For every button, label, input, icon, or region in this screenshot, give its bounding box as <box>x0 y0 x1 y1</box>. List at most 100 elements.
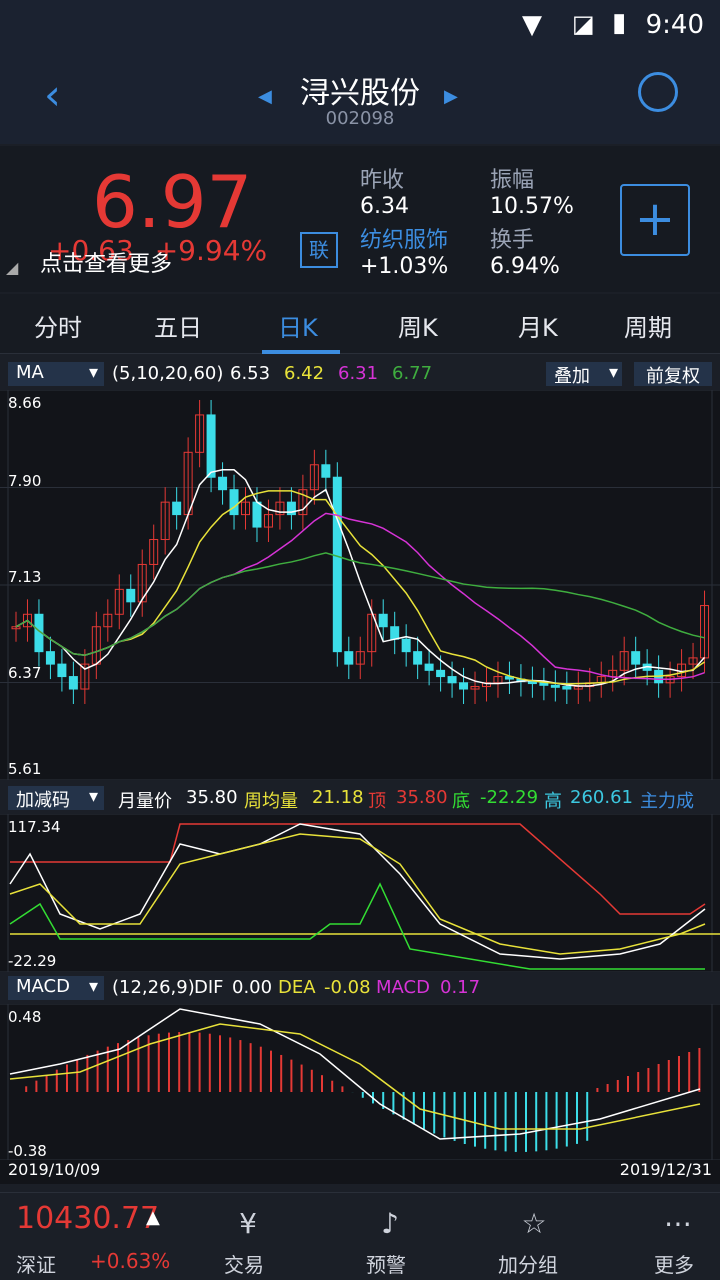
amplitude-label: 振幅 <box>490 168 535 193</box>
chevron-down-icon: ▾ <box>88 976 98 997</box>
tab-intraday[interactable]: 分时 <box>34 314 82 342</box>
search-icon[interactable] <box>638 72 678 112</box>
more-icon[interactable]: ⋯ <box>664 1207 692 1240</box>
nav-alert[interactable]: 预警 <box>366 1253 406 1277</box>
star-icon[interactable]: ☆ <box>521 1207 547 1240</box>
ma60-value: 6.77 <box>392 363 433 384</box>
ind2-v3: 35.80 <box>396 787 448 808</box>
nav-trade[interactable]: 交易 <box>224 1253 264 1277</box>
ma-params: (5,10,20,60) <box>112 363 224 384</box>
nav-more[interactable]: 更多 <box>654 1253 694 1277</box>
index-change: +0.63% <box>90 1249 171 1273</box>
see-more-hint[interactable]: 点击查看更多 <box>40 252 173 277</box>
ind2-v4: -22.29 <box>480 787 539 808</box>
up-arrow-icon: ▲ <box>146 1207 160 1228</box>
date-end: 2019/12/31 <box>619 1160 712 1179</box>
ind2-axis-top: 117.34 <box>8 818 61 836</box>
indicator2-bar: 加减码 ▾ 月量价 35.80 周均量 21.18 顶 35.80 底 -22.2… <box>0 784 720 812</box>
prev-stock-icon[interactable]: ◀ <box>258 86 272 107</box>
next-stock-icon[interactable]: ▶ <box>444 86 458 107</box>
stock-title: 浔兴股份 <box>300 76 420 111</box>
date-start: 2019/10/09 <box>8 1160 101 1179</box>
bell-icon[interactable]: ♪ <box>381 1207 399 1240</box>
quote-panel[interactable]: 6.97 +0.63 +9.94% 点击查看更多 ◢ 联 昨收 6.34 纺织服… <box>0 146 720 292</box>
ind2-v2: 21.18 <box>312 787 364 808</box>
corner-icon: ◢ <box>6 258 19 277</box>
ind2-label5: 高 <box>544 791 562 812</box>
amplitude-value: 10.57% <box>490 194 574 219</box>
chevron-down-icon: ▾ <box>88 786 98 807</box>
adjust-button[interactable]: 前复权 <box>634 362 712 387</box>
price-change: +0.63 +9.94% <box>48 234 267 267</box>
indicator2-label: 加减码 <box>16 790 70 811</box>
wifi-icon: ▼ <box>522 10 542 40</box>
date-axis: 2019/10/09 2019/12/31 <box>0 1160 720 1184</box>
macd-chart[interactable]: 0.48 -0.38 <box>0 1003 720 1161</box>
ind2-v1: 35.80 <box>186 787 238 808</box>
macd-selector[interactable]: MACD ▾ <box>8 976 104 1000</box>
trade-icon[interactable]: ¥ <box>239 1207 257 1240</box>
kline-axis-bottom: 5.61 <box>8 760 42 778</box>
tab-weekly-k[interactable]: 周K <box>398 314 438 342</box>
signal-icon: ◪ <box>572 10 595 38</box>
indicator2-selector[interactable]: 加减码 ▾ <box>8 786 104 811</box>
ma10-value: 6.42 <box>284 363 325 384</box>
ind2-label4: 底 <box>452 791 470 812</box>
ma-bar: MA ▾ (5,10,20,60) 6.53 6.42 6.31 6.77 叠加 ▾… <box>0 360 720 388</box>
ind2-label6: 主力成 <box>640 791 694 812</box>
chevron-down-icon: ▾ <box>88 362 98 383</box>
macd-axis-top: 0.48 <box>8 1008 42 1026</box>
indicator2-svg <box>0 813 720 973</box>
overlay-button[interactable]: 叠加 ▾ <box>546 362 622 387</box>
indicator2-chart[interactable]: 117.34 -22.29 <box>0 813 720 973</box>
status-time: 9:40 <box>645 10 704 40</box>
dea-value: -0.08 <box>324 977 371 998</box>
macd-value: 0.17 <box>440 977 481 998</box>
dif-label: DIF <box>194 977 224 998</box>
ind2-label3: 顶 <box>368 791 386 812</box>
turnover-value: 6.94% <box>490 254 560 279</box>
battery-icon: ▮ <box>612 8 627 38</box>
ind2-v5: 260.61 <box>570 787 633 808</box>
ma-selector-label: MA <box>16 362 44 383</box>
active-tab-underline <box>262 350 340 354</box>
ma5-value: 6.53 <box>230 363 271 384</box>
ma20-value: 6.31 <box>338 363 379 384</box>
link-badge[interactable]: 联 <box>300 232 338 268</box>
index-name: 深证 <box>16 1253 56 1277</box>
macd-label: MACD <box>376 977 430 998</box>
kline-svg <box>0 389 720 781</box>
chevron-down-icon: ▾ <box>608 362 618 383</box>
sector-change: +1.03% <box>360 254 449 279</box>
sector-name[interactable]: 纺织服饰 <box>360 228 449 253</box>
period-tabs: 分时 五日 日K 周K 月K 周期 <box>0 294 720 354</box>
nav-group[interactable]: 加分组 <box>498 1253 558 1277</box>
index-value[interactable]: 10430.77 <box>16 1201 160 1236</box>
kline-chart[interactable]: 8.66 7.90 7.13 6.37 5.61 <box>0 389 720 781</box>
change-pct: +9.94% <box>154 234 268 267</box>
macd-params: (12,26,9) <box>112 977 195 998</box>
tab-daily-k[interactable]: 日K <box>278 314 318 342</box>
change-value: +0.63 <box>48 234 134 267</box>
ma-selector[interactable]: MA ▾ <box>8 362 104 386</box>
ind2-label2: 周均量 <box>244 791 298 812</box>
back-icon[interactable]: ‹ <box>44 70 61 119</box>
tab-five-day[interactable]: 五日 <box>154 314 202 342</box>
prev-close-label: 昨收 <box>360 168 405 193</box>
prev-close-value: 6.34 <box>360 194 409 219</box>
ind2-label1: 月量价 <box>118 791 172 812</box>
ind2-axis-bottom: -22.29 <box>8 952 57 970</box>
turnover-label: 换手 <box>490 228 535 253</box>
nav-bar: ‹ ◀ 浔兴股份 002098 ▶ <box>0 52 720 144</box>
current-price: 6.97 <box>92 160 253 244</box>
kline-axis-3: 7.13 <box>8 568 42 586</box>
overlay-label: 叠加 <box>554 366 590 387</box>
tab-monthly-k[interactable]: 月K <box>518 314 558 342</box>
macd-axis-bottom: -0.38 <box>8 1142 47 1160</box>
add-watchlist-button[interactable]: + <box>620 184 690 256</box>
macd-selector-label: MACD <box>16 976 70 997</box>
kline-axis-4: 6.37 <box>8 664 42 682</box>
stock-code: 002098 <box>325 108 395 129</box>
status-bar: ▼ ◪ ▮ 9:40 <box>0 0 720 52</box>
tab-period[interactable]: 周期 <box>624 314 672 342</box>
